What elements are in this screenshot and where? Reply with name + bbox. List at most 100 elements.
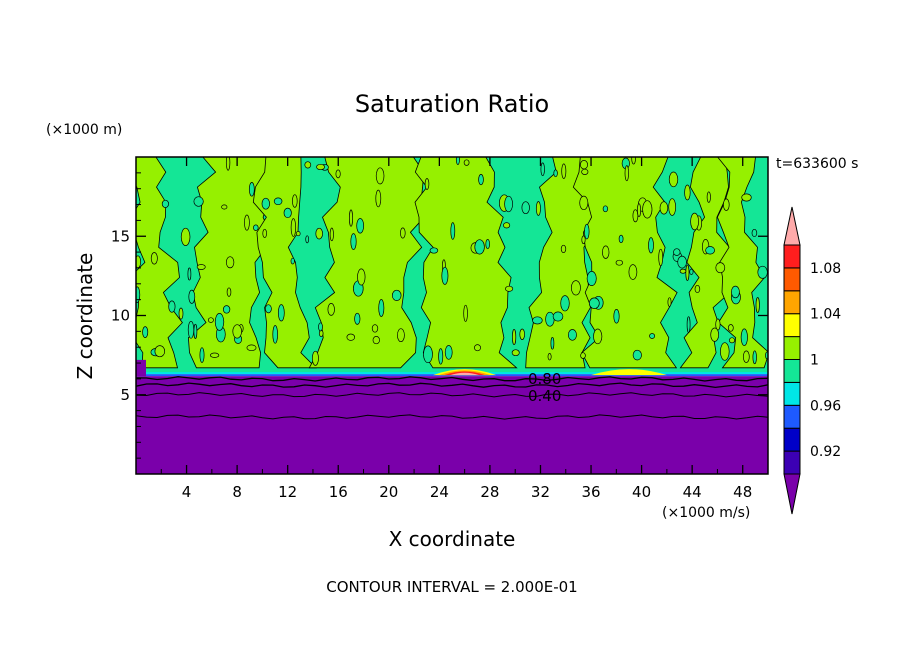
contour-speckle [723, 198, 730, 211]
contour-speckle [624, 165, 629, 182]
contour-speckle [710, 327, 720, 342]
contour-label-040: 0.40 [528, 387, 561, 405]
contour-label-080: 0.80 [528, 370, 561, 388]
colorbar-segment [783, 267, 801, 292]
contour-speckle [532, 316, 543, 325]
contour-speckle [375, 167, 385, 185]
y-tick-label: 15 [111, 227, 130, 245]
contour-speckle [391, 289, 402, 301]
contour-speckle [602, 245, 610, 259]
colorbar-segment [783, 450, 801, 475]
contour-speckle [679, 268, 687, 274]
contour-speckle [752, 350, 757, 365]
contour-speckle [668, 198, 677, 216]
contour-speckle [193, 323, 198, 339]
contour-speckle [618, 234, 624, 244]
contour-speckle [315, 227, 323, 240]
contour-speckle [581, 168, 589, 175]
contour-speckle [727, 324, 734, 332]
contour-speckle [277, 304, 285, 322]
contour-speckle [690, 212, 699, 231]
contour-speckle [329, 227, 334, 242]
contour-interval-footer: CONTOUR INTERVAL = 2.000E-01 [326, 578, 577, 596]
contour-speckle [615, 259, 623, 266]
colorbar-label: 0.92 [810, 444, 841, 460]
colorbar-segment [783, 427, 801, 452]
colorbar-segment [783, 381, 801, 406]
contour-speckle [199, 347, 205, 363]
left-edge-bulge [136, 359, 146, 377]
x-tick-label: 28 [480, 483, 499, 501]
contour-speckle [463, 159, 470, 166]
contour-speckle [346, 333, 356, 341]
contour-speckle [423, 345, 433, 364]
x-tick-label: 24 [430, 483, 449, 501]
colorbar-label: 1.04 [810, 307, 841, 323]
contour-speckle [659, 201, 669, 215]
contour-speckle [424, 178, 430, 190]
contour-speckle [455, 157, 460, 165]
contour-speckle [222, 305, 231, 314]
contour-speckle [731, 285, 740, 299]
contour-line [136, 382, 768, 389]
contour-speckle [283, 207, 292, 219]
warm-patch-1 [591, 369, 667, 376]
chart-title: Saturation Ratio [355, 90, 549, 118]
contour-speckle [581, 235, 586, 245]
contour-speckle [561, 163, 567, 179]
contour-speckle [485, 239, 490, 250]
contour-speckle [136, 286, 141, 303]
colorbar-segment [783, 244, 801, 269]
colorbar-segment [783, 336, 801, 361]
colorbar-min-arrow [783, 473, 801, 515]
y-tick-label: 10 [111, 307, 130, 325]
contour-speckle [429, 247, 439, 254]
contour-speckle [684, 184, 691, 201]
time-label: t=633600 s [776, 156, 858, 172]
contour-speckle [602, 205, 609, 213]
contour-speckle [168, 300, 176, 313]
contour-speckle [705, 246, 715, 255]
supersaturation-band [414, 157, 518, 369]
contour-speckle [463, 304, 468, 322]
contour-speckle [547, 353, 552, 361]
x-tick-label: 48 [733, 483, 752, 501]
x-tick-label: 16 [329, 483, 348, 501]
contour-speckle [545, 311, 555, 327]
contour-speckle [193, 196, 204, 207]
x-tick-label: 20 [379, 483, 398, 501]
x-tick-label: 44 [683, 483, 702, 501]
contour-speckle [214, 313, 225, 331]
contour-speckle [742, 350, 750, 363]
contour-line [136, 414, 768, 420]
contour-speckle [474, 344, 481, 352]
contour-speckle [560, 244, 567, 253]
contour-speckle [478, 174, 484, 186]
contour-speckle [504, 195, 513, 213]
contour-speckle [586, 271, 597, 286]
contour-speckle [686, 316, 691, 333]
contour-speckle [150, 252, 158, 265]
contour-speckle [728, 337, 736, 344]
contour-field [136, 157, 768, 474]
contour-speckle [512, 328, 517, 346]
contour-speckle [375, 189, 382, 208]
contour-speckle [511, 349, 520, 357]
contour-speckle [584, 223, 590, 240]
y-axis-label: Z coordinate [73, 253, 97, 380]
contour-speckle [632, 349, 642, 361]
contour-speckle [397, 328, 405, 343]
contour-speckle [318, 322, 323, 332]
contour-speckle [677, 255, 687, 269]
contour-speckle [142, 326, 149, 338]
supersaturation-band [716, 157, 768, 369]
contour-speckle [161, 199, 169, 208]
contour-speckle [154, 345, 166, 358]
contour-speckle [579, 195, 589, 211]
contour-speckle [720, 342, 730, 361]
contour-speckle [658, 248, 664, 267]
contour-speckle [450, 222, 456, 240]
colorbar-segment [783, 359, 801, 383]
